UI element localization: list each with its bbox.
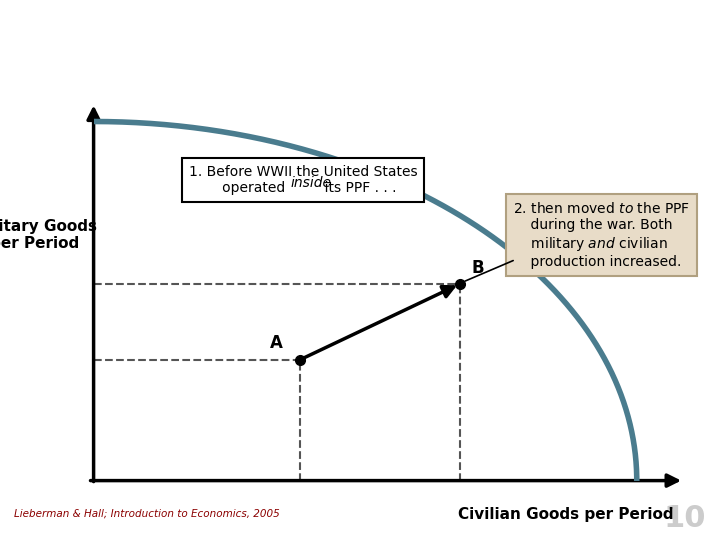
- Text: B: B: [472, 259, 484, 276]
- Text: Figure 2:  Production and Unemployment: Figure 2: Production and Unemployment: [22, 31, 720, 60]
- Text: 1. Before WWII the United States
   operated         its PPF . . .: 1. Before WWII the United States operate…: [189, 165, 418, 195]
- Text: Lieberman & Hall; Introduction to Economics, 2005: Lieberman & Hall; Introduction to Econom…: [14, 509, 280, 519]
- Text: 2. then moved $\it{to}$ the PPF
    during the war. Both
    military $\it{and}$: 2. then moved $\it{to}$ the PPF during t…: [513, 201, 690, 269]
- Text: Military Goods
per Period: Military Goods per Period: [0, 219, 96, 251]
- Text: Civilian Goods per Period: Civilian Goods per Period: [458, 507, 674, 522]
- Text: 10: 10: [663, 504, 706, 533]
- Text: A: A: [270, 334, 282, 352]
- Text: inside: inside: [291, 176, 332, 190]
